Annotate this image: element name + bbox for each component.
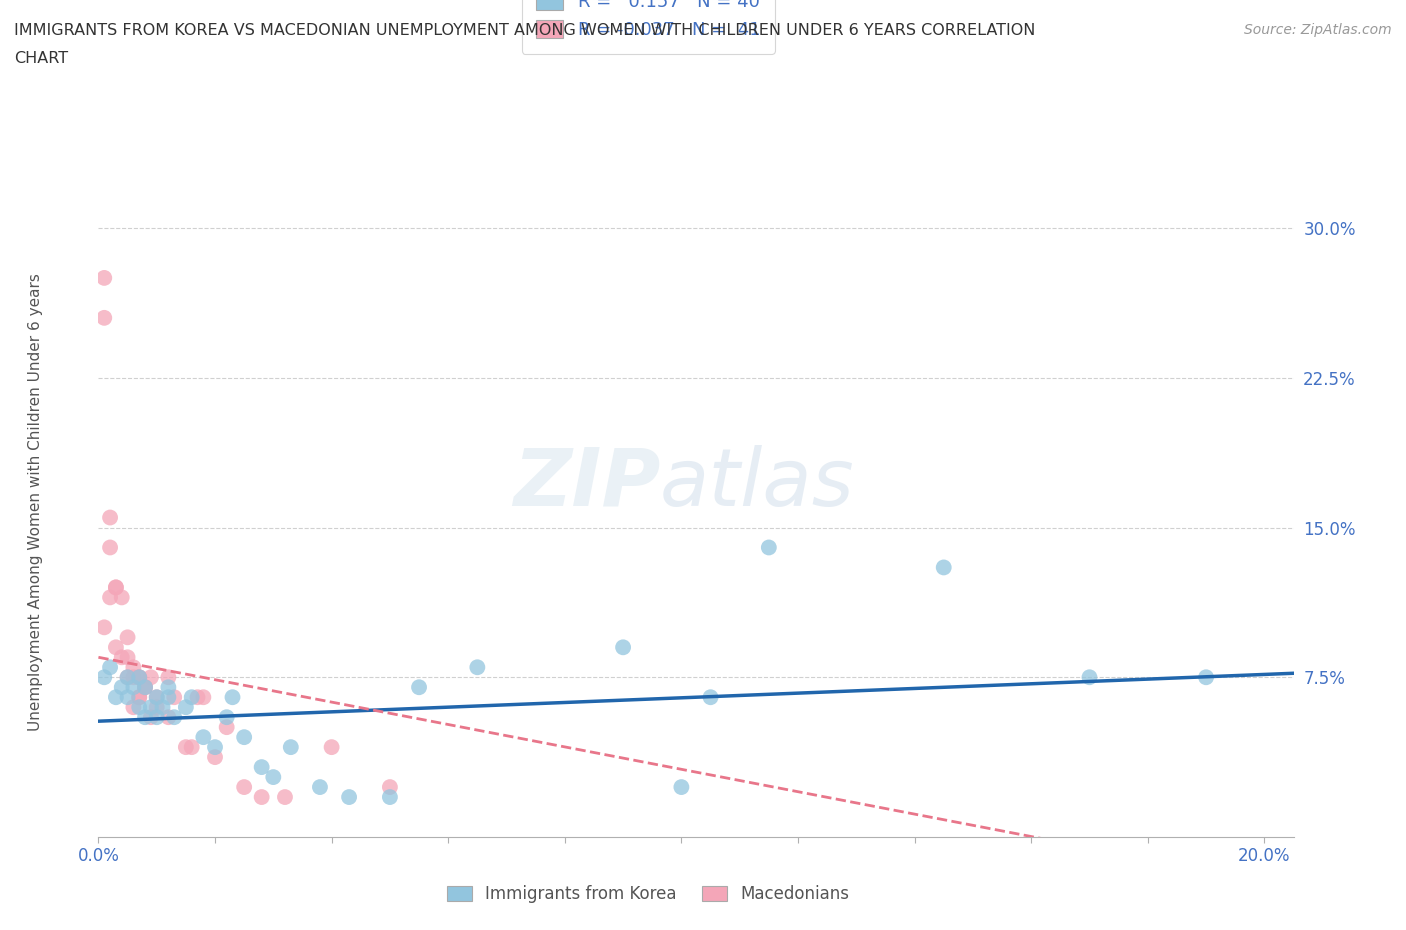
Point — [378, 790, 401, 804]
Point — [98, 510, 121, 525]
Point — [262, 770, 284, 785]
Point — [321, 739, 343, 754]
Point — [104, 580, 127, 595]
Point — [93, 271, 115, 286]
Point — [274, 790, 297, 804]
Point — [250, 760, 273, 775]
Point — [204, 739, 226, 754]
Point — [180, 739, 202, 754]
Point — [93, 620, 115, 635]
Point — [128, 670, 150, 684]
Point — [699, 690, 721, 705]
Point — [378, 779, 401, 794]
Point — [122, 680, 145, 695]
Point — [134, 710, 156, 724]
Text: Unemployment Among Women with Children Under 6 years: Unemployment Among Women with Children U… — [28, 273, 42, 731]
Point — [117, 670, 139, 684]
Point — [157, 690, 180, 705]
Point — [104, 690, 127, 705]
Point — [139, 699, 162, 714]
Point — [163, 690, 186, 705]
Point — [128, 670, 150, 684]
Legend: Immigrants from Korea, Macedonians: Immigrants from Korea, Macedonians — [440, 879, 856, 910]
Point — [758, 540, 780, 555]
Point — [128, 690, 150, 705]
Point — [671, 779, 693, 794]
Point — [157, 680, 180, 695]
Point — [233, 730, 256, 745]
Point — [193, 730, 215, 745]
Point — [408, 680, 430, 695]
Point — [932, 560, 955, 575]
Point — [117, 670, 139, 684]
Point — [174, 739, 197, 754]
Point — [117, 630, 139, 644]
Point — [233, 779, 256, 794]
Point — [186, 690, 208, 705]
Point — [215, 710, 238, 724]
Point — [128, 670, 150, 684]
Point — [204, 750, 226, 764]
Point — [117, 690, 139, 705]
Point — [337, 790, 360, 804]
Point — [111, 650, 134, 665]
Point — [98, 660, 121, 675]
Point — [104, 640, 127, 655]
Point — [180, 690, 202, 705]
Point — [128, 699, 150, 714]
Point — [122, 699, 145, 714]
Point — [122, 660, 145, 675]
Point — [128, 690, 150, 705]
Point — [280, 739, 302, 754]
Point — [309, 779, 332, 794]
Point — [93, 670, 115, 684]
Point — [117, 650, 139, 665]
Point — [221, 690, 243, 705]
Point — [139, 670, 162, 684]
Point — [157, 710, 180, 724]
Point — [98, 540, 121, 555]
Point — [134, 680, 156, 695]
Point — [145, 690, 167, 705]
Point — [98, 590, 121, 604]
Point — [174, 699, 197, 714]
Point — [193, 690, 215, 705]
Text: IMMIGRANTS FROM KOREA VS MACEDONIAN UNEMPLOYMENT AMONG WOMEN WITH CHILDREN UNDER: IMMIGRANTS FROM KOREA VS MACEDONIAN UNEM… — [14, 23, 1035, 38]
Point — [1195, 670, 1218, 684]
Text: CHART: CHART — [14, 51, 67, 66]
Point — [134, 680, 156, 695]
Point — [1078, 670, 1101, 684]
Point — [111, 680, 134, 695]
Point — [111, 590, 134, 604]
Point — [104, 580, 127, 595]
Point — [122, 670, 145, 684]
Point — [163, 710, 186, 724]
Point — [467, 660, 489, 675]
Point — [157, 670, 180, 684]
Point — [612, 640, 634, 655]
Point — [145, 710, 167, 724]
Point — [145, 690, 167, 705]
Point — [145, 699, 167, 714]
Point — [93, 311, 115, 325]
Text: Source: ZipAtlas.com: Source: ZipAtlas.com — [1244, 23, 1392, 37]
Point — [139, 710, 162, 724]
Text: atlas: atlas — [661, 445, 855, 523]
Point — [152, 699, 174, 714]
Point — [215, 720, 238, 735]
Point — [250, 790, 273, 804]
Point — [134, 680, 156, 695]
Text: ZIP: ZIP — [513, 445, 661, 523]
